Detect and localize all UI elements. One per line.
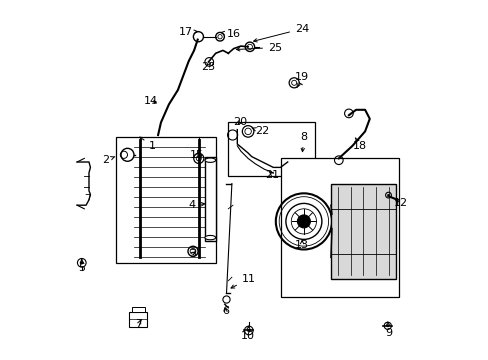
Ellipse shape [204,158,215,162]
Bar [228,122,314,176]
Text: 2: 2 [102,155,115,165]
Circle shape [386,325,388,327]
Text: 16: 16 [221,29,240,39]
Bar [132,307,144,312]
Text: 18: 18 [352,138,366,151]
Circle shape [297,215,310,228]
Text: 21: 21 [265,170,279,180]
Text: 8: 8 [300,132,307,152]
Text: 6: 6 [222,306,228,316]
Text: 9: 9 [384,322,391,338]
Text: 24: 24 [253,24,308,42]
Bar [204,157,215,241]
Text: 7: 7 [135,319,142,329]
Text: 4: 4 [188,200,204,210]
Text: 3: 3 [188,249,195,259]
Text: 15: 15 [190,150,203,160]
Circle shape [81,261,83,264]
Text: 14: 14 [143,96,158,106]
Bar [330,184,395,279]
Bar [280,158,399,297]
Circle shape [387,194,388,196]
Bar [129,312,147,327]
Text: 13: 13 [294,240,308,250]
Text: 22: 22 [251,126,268,136]
Text: 23: 23 [200,62,214,72]
Text: 17: 17 [179,27,197,37]
Text: 10: 10 [241,326,255,341]
Text: 19: 19 [294,72,308,87]
Text: 1: 1 [140,137,156,151]
Bar [116,137,215,263]
Text: 11: 11 [230,274,255,288]
Text: 20: 20 [233,117,247,127]
Circle shape [247,329,249,332]
Text: 12: 12 [393,198,407,208]
Text: 25: 25 [236,42,282,53]
Text: 5: 5 [78,260,85,273]
Ellipse shape [204,235,215,240]
